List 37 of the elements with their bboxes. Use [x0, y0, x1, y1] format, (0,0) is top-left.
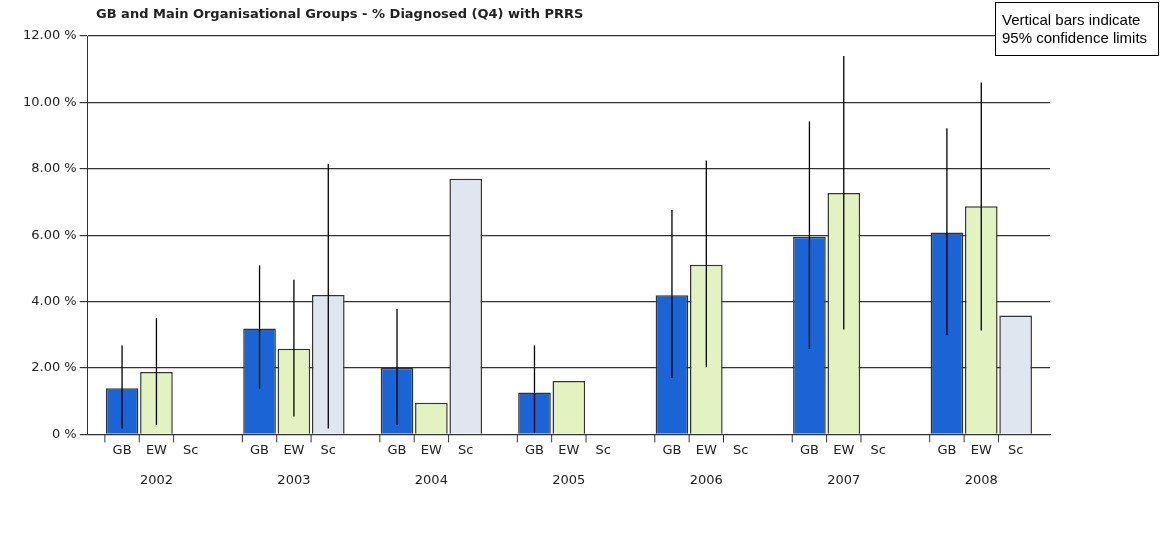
y-tick-label: 0 %	[51, 425, 77, 441]
y-tick-label: 12.00 %	[23, 27, 77, 43]
text: EW	[558, 442, 580, 458]
chart-title: GB and Main Organisational Groups - % Diagnosed (Q4) with PRRS	[96, 6, 584, 21]
x-tick-label: 2004	[414, 471, 448, 487]
text: EW	[833, 442, 855, 458]
text: GB	[387, 442, 407, 458]
text: EW	[283, 442, 305, 458]
x-tick-label: 2003	[277, 471, 311, 487]
series-label: GB	[112, 442, 132, 458]
text: GB	[250, 442, 270, 458]
text: Sc	[183, 442, 199, 458]
y-tick-label: 6.00 %	[31, 226, 77, 242]
text: GB	[662, 442, 682, 458]
x-tick-label: 2008	[964, 471, 998, 487]
text: EW	[970, 442, 992, 458]
y-tick-label: 4.00 %	[31, 292, 77, 308]
y-tick-label: 10.00 %	[23, 93, 77, 109]
y-tick-label: 8.00 %	[31, 160, 77, 176]
text: EW	[420, 442, 442, 458]
text: Sc	[1007, 442, 1024, 458]
series-label: EW	[145, 442, 168, 458]
text: Sc	[595, 442, 611, 458]
text: GB	[937, 442, 957, 458]
series-label: Sc	[320, 442, 336, 458]
text: GB	[524, 442, 544, 458]
text: Sc	[458, 442, 474, 458]
y-tick-label: 2.00 %	[31, 359, 77, 375]
x-tick-label: 2002	[139, 471, 173, 487]
text: Sc	[870, 442, 886, 458]
annotation: Vertical bars indicate 95% confidence limits	[995, 2, 1159, 56]
x-tick-label: 2005	[552, 471, 586, 487]
x-tick-label: 2007	[827, 471, 861, 487]
text: GB	[799, 442, 819, 458]
text: Sc	[732, 442, 749, 458]
text: EW	[695, 442, 717, 458]
x-tick-label: 2006	[689, 471, 723, 487]
